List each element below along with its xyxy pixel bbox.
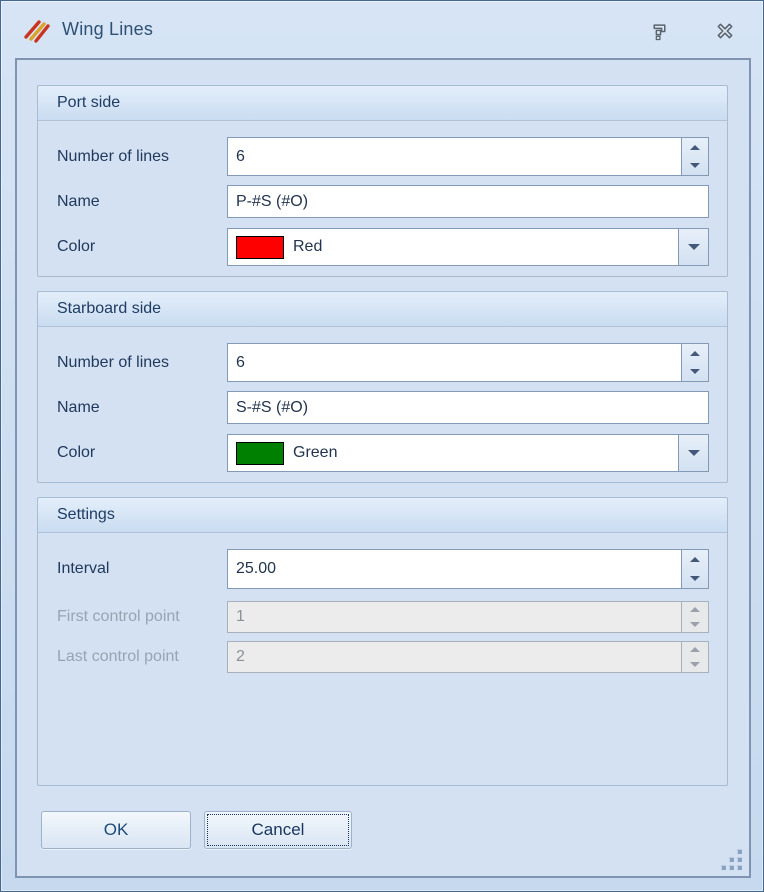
interval-value[interactable]	[228, 560, 681, 578]
field-row-port-color: Color Red	[57, 228, 709, 266]
starboard-name-input[interactable]	[227, 391, 709, 424]
starboard-color-label: Color	[57, 444, 96, 461]
triangle-up-icon	[690, 607, 700, 612]
spin-up-button[interactable]	[682, 344, 708, 363]
close-x-icon	[717, 23, 733, 39]
triangle-up-icon	[690, 557, 700, 562]
group-header-starboard-side: Starboard side	[38, 292, 727, 327]
spin-down-button[interactable]	[682, 157, 708, 176]
spin-up-button[interactable]	[682, 550, 708, 569]
field-row-interval: Interval	[57, 549, 709, 589]
close-button[interactable]	[705, 15, 745, 47]
resize-grip[interactable]	[720, 848, 742, 870]
first-control-point-input	[227, 601, 709, 633]
cancel-button[interactable]: Cancel	[204, 811, 352, 849]
spinner	[681, 344, 708, 381]
starboard-number-of-lines-value[interactable]	[228, 353, 681, 372]
port-color-name: Red	[293, 238, 323, 255]
triangle-down-icon	[690, 622, 700, 627]
spin-down-button[interactable]	[682, 363, 708, 382]
triangle-down-icon	[690, 576, 700, 581]
group-port-side: Port side Number of lines Name	[37, 85, 728, 277]
spin-down-button[interactable]	[682, 569, 708, 588]
triangle-down-icon	[690, 163, 700, 169]
group-starboard-side: Starboard side Number of lines Name	[37, 291, 728, 483]
starboard-number-of-lines-input[interactable]	[227, 343, 709, 382]
field-row-last-control-point: Last control point	[57, 641, 709, 673]
wing-lines-icon	[22, 16, 50, 44]
group-settings: Settings Interval First control point	[37, 497, 728, 786]
starboard-number-of-lines-label: Number of lines	[57, 353, 170, 371]
group-header-port-side: Port side	[38, 86, 727, 121]
ok-button[interactable]: OK	[41, 811, 191, 849]
starboard-color-swatch	[236, 441, 284, 465]
spinner	[681, 642, 708, 672]
port-name-label: Name	[57, 192, 100, 210]
port-color-label: Color	[57, 238, 96, 255]
triangle-up-icon	[690, 350, 700, 356]
field-row-first-control-point: First control point	[57, 601, 709, 633]
field-row-starboard-number-of-lines: Number of lines	[57, 343, 709, 382]
chevron-down-icon	[687, 244, 700, 250]
help-button[interactable]	[639, 15, 679, 47]
triangle-up-icon	[690, 144, 700, 150]
port-name-value[interactable]	[228, 192, 708, 211]
chevron-down-icon	[687, 450, 700, 456]
group-header-settings: Settings	[38, 498, 727, 533]
port-color-swatch	[236, 235, 284, 259]
port-name-input[interactable]	[227, 185, 709, 218]
spin-down-button	[682, 617, 708, 632]
port-number-of-lines-value[interactable]	[228, 147, 681, 166]
spinner	[681, 550, 708, 588]
field-row-port-number-of-lines: Number of lines	[57, 137, 709, 176]
starboard-name-value[interactable]	[228, 398, 708, 417]
dropdown-button[interactable]	[678, 435, 708, 471]
interval-input[interactable]	[227, 549, 709, 589]
content-panel: Port side Number of lines Name	[15, 58, 751, 878]
interval-label: Interval	[57, 560, 110, 577]
last-control-point-label: Last control point	[57, 648, 179, 665]
triangle-down-icon	[690, 369, 700, 375]
first-control-point-value	[228, 608, 681, 626]
spin-up-button	[682, 642, 708, 657]
title-bar[interactable]: Wing Lines	[1, 1, 763, 58]
port-color-combobox[interactable]: Red	[227, 228, 709, 266]
first-control-point-label: First control point	[57, 608, 180, 625]
help-question-icon	[652, 23, 666, 40]
spin-up-button[interactable]	[682, 138, 708, 157]
spinner	[681, 138, 708, 175]
starboard-color-name: Green	[293, 444, 338, 461]
last-control-point-input	[227, 641, 709, 673]
dropdown-button[interactable]	[678, 229, 708, 265]
last-control-point-value	[228, 648, 681, 666]
field-row-starboard-name: Name	[57, 391, 709, 424]
spinner	[681, 602, 708, 632]
port-number-of-lines-label: Number of lines	[57, 147, 170, 165]
starboard-color-combobox[interactable]: Green	[227, 434, 709, 472]
field-row-port-name: Name	[57, 185, 709, 218]
triangle-down-icon	[690, 662, 700, 667]
spin-down-button	[682, 657, 708, 672]
starboard-name-label: Name	[57, 398, 100, 416]
spin-up-button	[682, 602, 708, 617]
window-title: Wing Lines	[62, 19, 154, 39]
field-row-starboard-color: Color Green	[57, 434, 709, 472]
triangle-up-icon	[690, 647, 700, 652]
port-number-of-lines-input[interactable]	[227, 137, 709, 176]
